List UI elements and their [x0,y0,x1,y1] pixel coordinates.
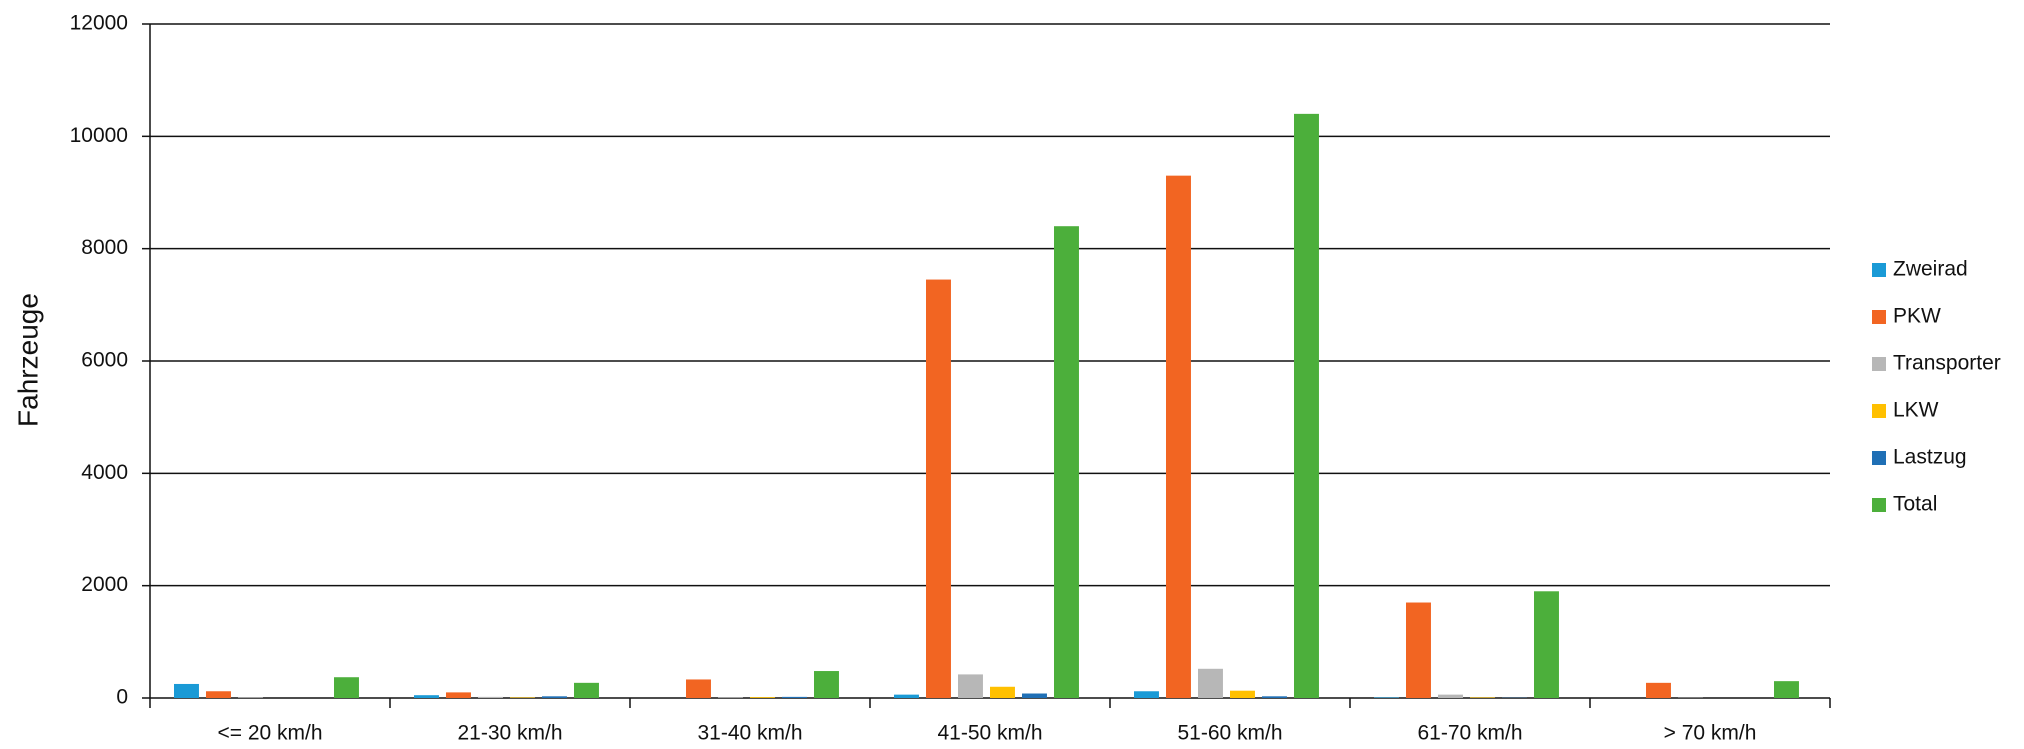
bar [1294,113,1319,698]
bar [1166,175,1191,698]
bar [334,677,359,698]
bar [814,671,839,698]
bar [1054,226,1079,698]
x-tick-label: 61-70 km/h [1417,722,1522,745]
bar [1230,690,1255,698]
bar [1406,602,1431,698]
bar [1646,682,1671,698]
legend-swatch [1872,310,1886,324]
legend-swatch [1872,498,1886,512]
bar [174,683,199,698]
bar [1134,691,1159,698]
bar [478,696,503,698]
bar [1262,696,1287,698]
bar [1774,681,1799,698]
bar [1022,693,1047,698]
legend-swatch [1872,404,1886,418]
bar [958,674,983,698]
bar [238,697,263,698]
legend-label: Total [1893,493,1937,516]
legend-swatch [1872,263,1886,277]
legend-label: Transporter [1893,352,2001,375]
legend-swatch [1872,357,1886,371]
y-tick-label: 0 [116,686,128,709]
legend-label: LKW [1893,399,1939,422]
bar [1374,697,1399,698]
bar [414,695,439,698]
x-tick-label: 41-50 km/h [937,722,1042,745]
bar [574,682,599,698]
bar [206,691,231,698]
y-axis-title: Fahrzeuge [12,293,43,427]
bar [510,697,535,698]
y-tick-label: 2000 [81,573,128,596]
y-tick-label: 12000 [70,12,128,35]
x-tick-label: 51-60 km/h [1177,722,1282,745]
bar [1198,668,1223,698]
bar [782,696,807,698]
bar [686,679,711,698]
x-tick-label: <= 20 km/h [217,722,322,745]
legend-label: PKW [1893,305,1941,328]
legend-swatch [1872,451,1886,465]
bar [542,696,567,698]
bar [718,697,743,698]
bar [990,686,1015,698]
y-tick-label: 10000 [70,124,128,147]
y-tick-label: 6000 [81,349,128,372]
bar [446,692,471,698]
x-tick-label: > 70 km/h [1664,722,1757,745]
legend-label: Lastzug [1893,446,1967,469]
y-tick-label: 4000 [81,461,128,484]
bar [1470,697,1495,698]
x-tick-label: 31-40 km/h [697,722,802,745]
x-tick-label: 21-30 km/h [457,722,562,745]
y-tick-label: 8000 [81,236,128,259]
bar [894,694,919,698]
bar [1438,694,1463,698]
legend-label: Zweirad [1893,258,1968,281]
bar [926,279,951,698]
bar [750,697,775,698]
bar [1534,591,1559,698]
